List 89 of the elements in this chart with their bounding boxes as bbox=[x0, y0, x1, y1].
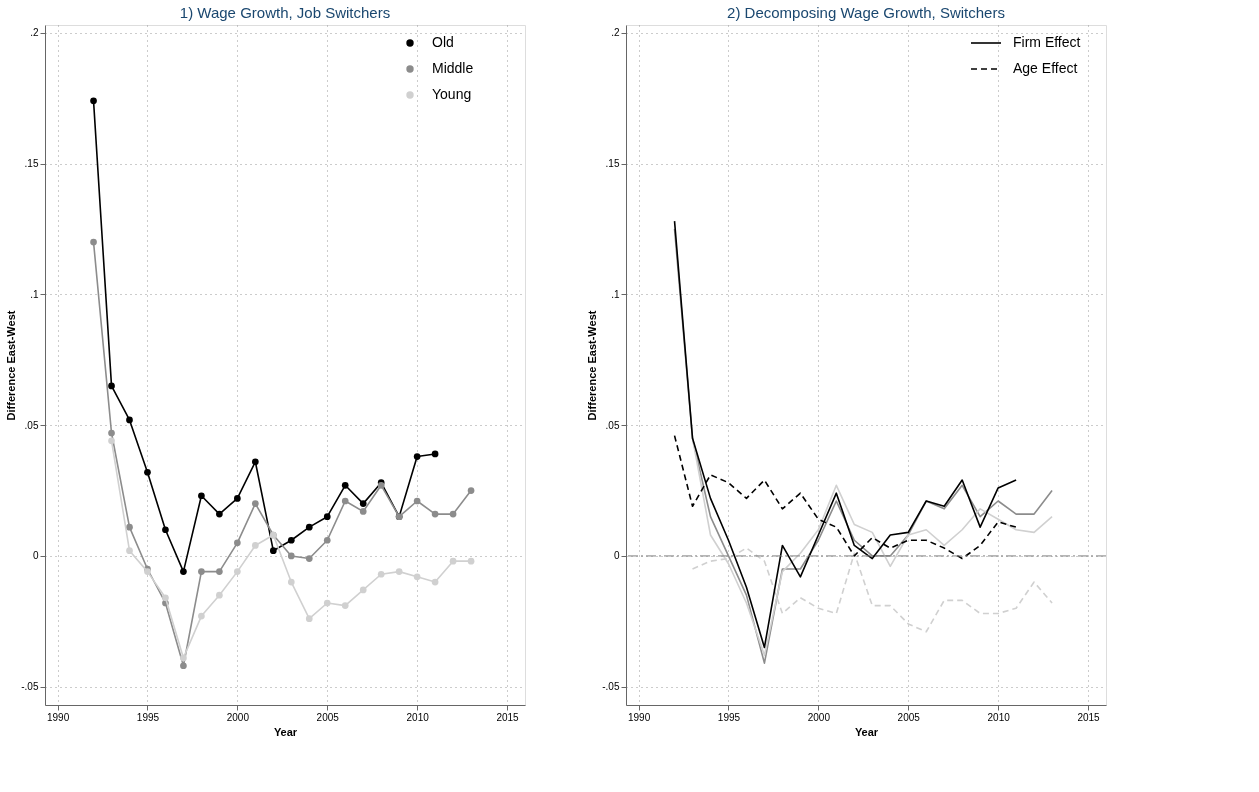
legend-label: Age Effect bbox=[1013, 60, 1078, 76]
point bbox=[251, 458, 259, 466]
point bbox=[377, 570, 385, 578]
point bbox=[305, 615, 313, 623]
point bbox=[359, 586, 367, 594]
point bbox=[359, 508, 367, 515]
point bbox=[323, 513, 331, 521]
y-tick-label: .1 bbox=[30, 288, 39, 300]
point bbox=[467, 487, 475, 494]
point bbox=[108, 437, 115, 445]
y-tick-label: 0 bbox=[613, 550, 620, 562]
point bbox=[323, 536, 331, 544]
y-axis-title: Difference East-West bbox=[5, 310, 18, 421]
point bbox=[234, 568, 241, 575]
point bbox=[431, 578, 439, 586]
y-tick-label: .15 bbox=[24, 158, 39, 170]
y-tick-label: .2 bbox=[611, 27, 620, 39]
point bbox=[341, 602, 349, 609]
x-tick-label: 1995 bbox=[717, 711, 741, 723]
point bbox=[449, 510, 457, 518]
x-tick-label: 2010 bbox=[987, 711, 1011, 723]
point bbox=[305, 523, 313, 531]
point bbox=[449, 557, 457, 565]
point bbox=[287, 552, 295, 560]
point bbox=[216, 568, 223, 575]
point bbox=[180, 568, 187, 575]
legend-label: Old bbox=[432, 34, 454, 50]
point bbox=[90, 97, 97, 105]
y-tick-label: 0 bbox=[32, 550, 39, 562]
point bbox=[198, 568, 205, 575]
point bbox=[198, 612, 205, 620]
point bbox=[108, 382, 115, 390]
x-axis-title: Year bbox=[273, 725, 298, 738]
y-tick-label: -.05 bbox=[21, 681, 39, 693]
x-tick-label: 1995 bbox=[136, 711, 160, 723]
point bbox=[269, 547, 277, 555]
point bbox=[251, 500, 259, 507]
point bbox=[413, 573, 421, 581]
chart-title: 2) Decomposing Wage Growth, Switchers bbox=[727, 4, 1005, 21]
x-tick-label: 1990 bbox=[627, 711, 651, 723]
y-axis-title: Difference East-West bbox=[586, 310, 599, 421]
point bbox=[341, 481, 349, 489]
point bbox=[287, 578, 295, 586]
point bbox=[144, 468, 151, 476]
x-tick-label: 2005 bbox=[897, 711, 921, 723]
legend-label: Young bbox=[432, 86, 472, 102]
point bbox=[287, 536, 295, 544]
point bbox=[323, 599, 331, 607]
x-tick-label: 1990 bbox=[46, 711, 70, 723]
legend-label: Firm Effect bbox=[1013, 34, 1081, 50]
legend-label: Middle bbox=[432, 60, 474, 76]
point bbox=[431, 510, 439, 518]
y-tick-label: .15 bbox=[605, 158, 620, 170]
point bbox=[341, 497, 349, 505]
x-axis-title: Year bbox=[854, 725, 879, 738]
x-tick-label: 2010 bbox=[406, 711, 430, 723]
point bbox=[180, 662, 187, 670]
x-tick-label: 2005 bbox=[316, 711, 340, 723]
point bbox=[234, 539, 241, 547]
point bbox=[251, 542, 259, 549]
x-tick-label: 2015 bbox=[1077, 711, 1101, 723]
point bbox=[126, 523, 133, 531]
x-tick-label: 2000 bbox=[226, 711, 250, 723]
point bbox=[180, 654, 187, 662]
point bbox=[216, 510, 223, 518]
x-tick-label: 2015 bbox=[496, 711, 520, 723]
point bbox=[198, 492, 205, 500]
point bbox=[431, 450, 439, 458]
point bbox=[216, 591, 223, 599]
point bbox=[413, 453, 421, 460]
chart-title: 1) Wage Growth, Job Switchers bbox=[179, 4, 391, 21]
y-tick-label: -.05 bbox=[602, 681, 620, 693]
point bbox=[126, 416, 133, 424]
point bbox=[467, 557, 475, 565]
point bbox=[305, 555, 313, 562]
y-tick-label: .1 bbox=[611, 288, 620, 300]
y-tick-label: .05 bbox=[24, 419, 39, 431]
x-tick-label: 2000 bbox=[807, 711, 831, 723]
y-tick-label: .05 bbox=[605, 419, 620, 431]
point bbox=[162, 594, 169, 602]
point bbox=[395, 568, 403, 575]
point bbox=[162, 526, 169, 534]
point bbox=[126, 547, 133, 555]
point bbox=[234, 495, 241, 502]
point bbox=[359, 500, 367, 507]
point bbox=[108, 429, 115, 437]
point bbox=[90, 238, 97, 246]
point bbox=[413, 497, 421, 505]
y-tick-label: .2 bbox=[30, 27, 39, 39]
